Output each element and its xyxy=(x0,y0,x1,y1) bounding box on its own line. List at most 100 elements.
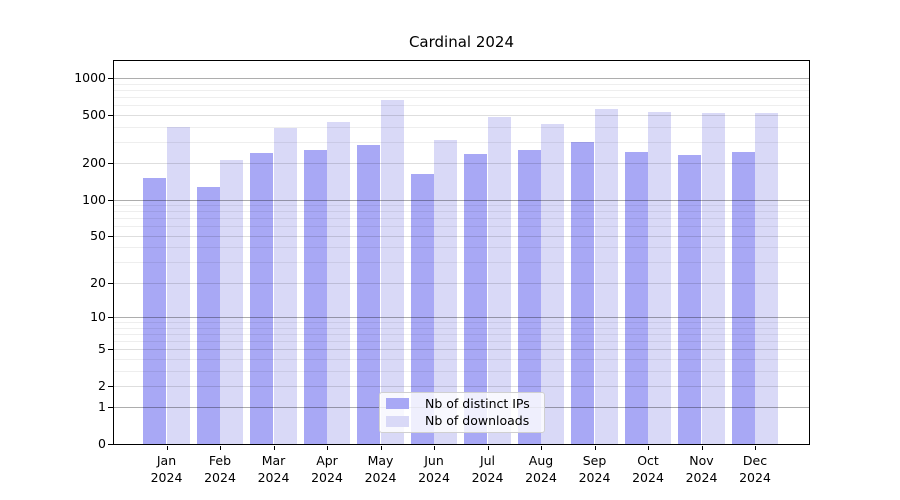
x-tick-year: 2024 xyxy=(525,470,557,485)
y-tick-label-20: 20 xyxy=(90,274,106,290)
chart-title: Cardinal 2024 xyxy=(408,33,515,51)
y-gridline-400 xyxy=(114,126,809,128)
bar-downloads-may xyxy=(380,99,404,444)
y-gridline-5 xyxy=(114,349,809,351)
legend: Nb of distinct IPs Nb of downloads xyxy=(379,392,545,433)
y-gridline-10 xyxy=(114,317,809,319)
x-tick-year: 2024 xyxy=(418,470,450,485)
x-tick-year: 2024 xyxy=(257,470,290,485)
x-tick-mar xyxy=(273,446,275,450)
x-tick-sep xyxy=(594,446,596,450)
x-tick-label-nov: Nov 2024 xyxy=(670,452,734,486)
x-tick-label-jul: Jul 2024 xyxy=(456,452,520,486)
x-tick-label-apr: Apr 2024 xyxy=(295,452,359,486)
x-tick-year: 2024 xyxy=(204,470,236,485)
x-tick-month: Oct xyxy=(637,453,659,468)
y-tick-label-1: 1 xyxy=(98,399,106,415)
bar-downloads-sep xyxy=(594,109,618,444)
x-tick-label-mar: Mar 2024 xyxy=(242,452,306,486)
x-tick-year: 2024 xyxy=(311,470,343,485)
bar-distinct-ips-dec xyxy=(731,151,755,444)
x-tick-month: May xyxy=(367,453,394,468)
y-gridline-3 xyxy=(114,370,809,372)
y-gridline-7 xyxy=(114,333,809,335)
y-tick-50 xyxy=(108,235,113,237)
y-gridline-50 xyxy=(114,235,809,237)
bar-downloads-feb xyxy=(220,159,244,444)
y-gridline-9 xyxy=(114,322,809,324)
y-tick-label-1000: 1000 xyxy=(74,70,106,86)
bar-distinct-ips-mar xyxy=(250,153,274,444)
x-tick-year: 2024 xyxy=(150,470,183,485)
bar-distinct-ips-aug xyxy=(517,149,541,444)
bar-distinct-ips-jan xyxy=(143,178,167,444)
bar-downloads-mar xyxy=(273,128,297,444)
plot-area xyxy=(113,60,810,445)
x-tick-feb xyxy=(220,446,221,450)
x-tick-apr xyxy=(327,446,328,450)
x-tick-label-feb: Feb 2024 xyxy=(188,452,252,486)
y-gridline-600 xyxy=(114,105,809,107)
legend-swatch-downloads xyxy=(386,415,409,427)
x-tick-label-jun: Jun 2024 xyxy=(402,452,466,486)
bar-distinct-ips-feb xyxy=(196,187,220,444)
y-tick-label-50: 50 xyxy=(90,227,106,243)
bar-downloads-nov xyxy=(701,113,725,444)
y-tick-label-100: 100 xyxy=(82,191,106,207)
y-tick-500 xyxy=(108,114,113,116)
x-tick-jul xyxy=(487,446,489,450)
y-gridline-90 xyxy=(114,205,809,207)
x-tick-year: 2024 xyxy=(364,470,397,485)
bar-downloads-jun xyxy=(434,139,458,444)
x-tick-jun xyxy=(434,446,435,450)
y-gridline-2 xyxy=(114,385,809,387)
y-gridline-700 xyxy=(114,97,809,99)
x-tick-month: Apr xyxy=(316,453,338,468)
y-tick-label-0: 0 xyxy=(98,436,106,451)
bar-downloads-dec xyxy=(755,112,779,444)
y-gridline-1000 xyxy=(114,78,809,80)
y-tick-label-10: 10 xyxy=(90,309,106,325)
y-gridline-20 xyxy=(114,282,809,284)
y-gridline-70 xyxy=(114,218,809,220)
y-tick-label-200: 200 xyxy=(82,155,106,171)
y-tick-5 xyxy=(108,349,113,351)
y-tick-200 xyxy=(108,163,113,165)
bar-distinct-ips-jun xyxy=(410,174,434,444)
x-tick-month: Jun xyxy=(424,453,444,468)
x-tick-jan xyxy=(166,446,168,450)
x-tick-month: Jul xyxy=(479,453,496,468)
x-tick-label-may: May 2024 xyxy=(349,452,413,486)
legend-item-downloads: Nb of downloads xyxy=(386,413,538,431)
y-gridline-800 xyxy=(114,90,809,92)
x-tick-nov xyxy=(701,446,703,450)
bar-downloads-jul xyxy=(487,117,511,444)
y-tick-label-500: 500 xyxy=(82,106,106,122)
y-gridline-60 xyxy=(114,226,809,228)
legend-item-distinct-ips: Nb of distinct IPs xyxy=(386,395,538,413)
x-tick-label-sep: Sep 2024 xyxy=(563,452,627,486)
legend-label-downloads: Nb of downloads xyxy=(425,413,530,429)
x-tick-oct xyxy=(648,446,649,450)
y-tick-label-2: 2 xyxy=(98,377,106,393)
y-gridline-80 xyxy=(114,211,809,213)
y-gridline-300 xyxy=(114,141,809,143)
y-tick-20 xyxy=(108,282,113,284)
y-tick-1000 xyxy=(108,78,113,80)
x-tick-aug xyxy=(541,446,542,450)
y-gridline-40 xyxy=(114,247,809,249)
x-tick-year: 2024 xyxy=(685,470,718,485)
y-gridline-8 xyxy=(114,327,809,329)
x-tick-label-aug: Aug 2024 xyxy=(509,452,573,486)
bar-distinct-ips-may xyxy=(357,144,381,444)
x-tick-dec xyxy=(755,446,756,450)
x-tick-month: Aug xyxy=(528,453,554,468)
y-gridline-6 xyxy=(114,340,809,342)
y-gridline-900 xyxy=(114,83,809,85)
y-gridline-200 xyxy=(114,163,809,165)
y-tick-0 xyxy=(108,444,113,445)
x-tick-label-dec: Dec 2024 xyxy=(723,452,787,486)
x-tick-label-jan: Jan 2024 xyxy=(135,452,199,486)
bar-downloads-aug xyxy=(541,123,565,444)
